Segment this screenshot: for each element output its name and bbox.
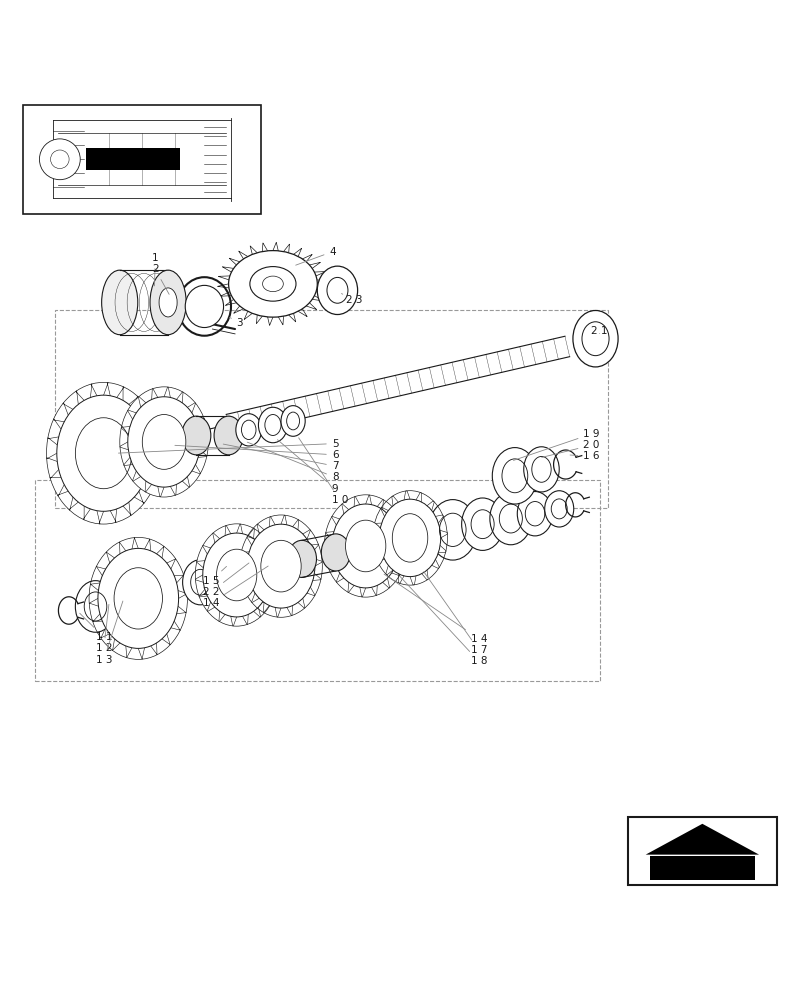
Ellipse shape (428, 500, 476, 560)
Ellipse shape (544, 491, 573, 527)
Ellipse shape (239, 515, 322, 617)
Ellipse shape (214, 416, 242, 455)
Text: 7: 7 (223, 444, 338, 471)
Ellipse shape (247, 524, 315, 608)
Text: 3: 3 (230, 317, 243, 328)
Text: 1 8: 1 8 (399, 576, 487, 666)
Ellipse shape (250, 267, 296, 301)
Ellipse shape (281, 406, 305, 436)
Ellipse shape (345, 520, 385, 572)
Bar (627, 817, 776, 885)
Ellipse shape (372, 491, 447, 585)
Polygon shape (645, 824, 758, 855)
Ellipse shape (159, 288, 177, 317)
Bar (650, 856, 753, 880)
Ellipse shape (491, 448, 537, 504)
Text: 4: 4 (295, 247, 336, 265)
Ellipse shape (75, 581, 115, 632)
Ellipse shape (182, 560, 218, 605)
Ellipse shape (235, 414, 261, 446)
Ellipse shape (287, 540, 316, 577)
Ellipse shape (101, 270, 138, 335)
Ellipse shape (57, 395, 150, 511)
Ellipse shape (150, 270, 186, 335)
Ellipse shape (195, 524, 277, 626)
Text: 2: 2 (152, 264, 169, 294)
Ellipse shape (114, 568, 162, 629)
Bar (35, 480, 599, 681)
Ellipse shape (120, 387, 208, 497)
Ellipse shape (142, 415, 186, 469)
Text: 1 0: 1 0 (298, 438, 348, 505)
Ellipse shape (321, 534, 350, 571)
Bar (23, 105, 260, 214)
Ellipse shape (379, 499, 440, 577)
Ellipse shape (182, 416, 211, 455)
Text: 8: 8 (247, 442, 338, 482)
Ellipse shape (46, 382, 161, 524)
Circle shape (40, 139, 80, 180)
Text: 1 7: 1 7 (423, 572, 487, 655)
Ellipse shape (185, 285, 223, 328)
Ellipse shape (332, 504, 399, 588)
Ellipse shape (317, 266, 357, 315)
Text: 1 3: 1 3 (96, 601, 122, 665)
Ellipse shape (98, 548, 178, 648)
Text: 1 5: 1 5 (203, 566, 226, 586)
Text: 1 1: 1 1 (79, 613, 112, 642)
Text: 5: 5 (118, 439, 338, 453)
Text: 2 0: 2 0 (541, 440, 599, 457)
Ellipse shape (260, 540, 301, 592)
Ellipse shape (229, 251, 317, 317)
Text: 1 6: 1 6 (569, 451, 599, 461)
Text: 2 3: 2 3 (341, 294, 362, 305)
Ellipse shape (517, 492, 552, 536)
Text: 1 4: 1 4 (384, 574, 487, 644)
Text: 1 9: 1 9 (513, 429, 599, 460)
Text: 1: 1 (152, 253, 158, 286)
Bar (55, 310, 607, 508)
Ellipse shape (392, 514, 427, 562)
Ellipse shape (573, 310, 617, 367)
Ellipse shape (127, 397, 200, 487)
Text: 2 1: 2 1 (590, 326, 607, 336)
Ellipse shape (324, 495, 406, 597)
Bar (86, 148, 179, 170)
Ellipse shape (258, 407, 287, 443)
Ellipse shape (461, 498, 503, 550)
Ellipse shape (217, 549, 256, 601)
Ellipse shape (203, 533, 270, 617)
Ellipse shape (523, 447, 559, 492)
Text: 1 4: 1 4 (203, 566, 268, 608)
Ellipse shape (489, 492, 531, 545)
Text: 2 2: 2 2 (203, 563, 249, 597)
Text: 9: 9 (277, 440, 338, 494)
Ellipse shape (89, 537, 187, 659)
Text: 6: 6 (174, 445, 338, 460)
Ellipse shape (75, 418, 131, 489)
Text: 1 2: 1 2 (96, 604, 112, 653)
